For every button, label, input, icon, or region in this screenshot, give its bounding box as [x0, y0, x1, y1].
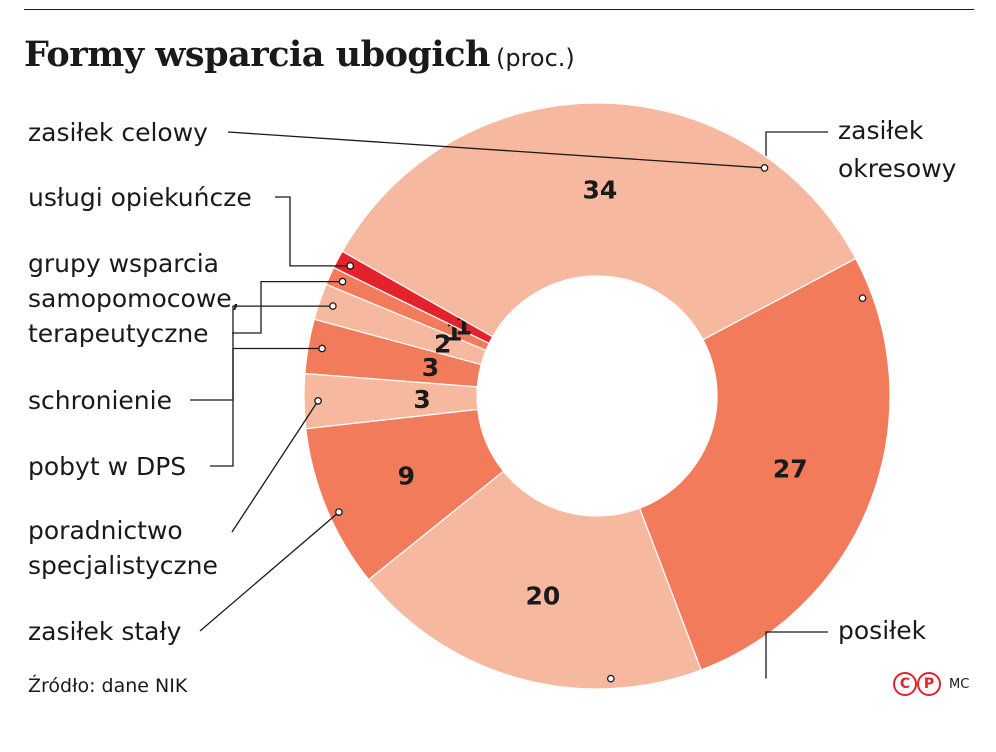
leader-line-posilek [765, 631, 828, 679]
value-label-schronienie: 2 [434, 329, 451, 358]
leader-dot-uslugi-opiekuncze [346, 262, 355, 270]
value-label-poradnictwo-specjalistyczne: 3 [413, 385, 430, 414]
leader-line-pobyt-w-dps [210, 347, 323, 467]
value-label-posilek: 20 [525, 581, 560, 610]
source-note: Źródło: dane NIK [28, 675, 188, 697]
leader-dot-zasilek-celowy [760, 164, 769, 172]
leader-line-zasilek-celowy [227, 131, 765, 169]
leader-dot-posilek [606, 674, 615, 683]
credit: C P MC [893, 672, 969, 696]
value-label-pobyt-w-dps: 3 [422, 353, 439, 382]
value-label-zasilek-staly: 9 [398, 461, 415, 490]
leader-dot-schronienie [329, 302, 337, 310]
leader-dot-zasilek-okresowy [858, 294, 867, 303]
value-label-zasilek-celowy: 34 [582, 176, 617, 205]
chart-unit: (proc.) [495, 44, 575, 72]
category-label-uslugi-opiekuncze: usługi opiekuńcze [28, 183, 252, 212]
category-label-pobyt-w-dps: pobyt w DPS [28, 452, 186, 481]
category-label-zasilek-okresowy-line-1: zasiłek [838, 116, 924, 145]
chart-title: Formy wsparcia ubogich (proc.) [24, 34, 575, 75]
leader-line-grupy-wsparcia-samopomocowe-terapeutyczne [232, 280, 343, 334]
category-label-zasilek-okresowy-line-2: okresowy [838, 154, 957, 183]
author-initials: MC [949, 676, 970, 692]
category-label-poradnictwo-specjalistyczne-line-1: poradnictwo [28, 516, 183, 545]
category-label-schronienie: schronienie [28, 386, 172, 415]
leader-line-uslugi-opiekuncze [275, 196, 351, 267]
slice-posilek [367, 470, 702, 690]
publisher-logo-p-icon: P [917, 672, 941, 696]
leader-dot-pobyt-w-dps [318, 344, 326, 353]
category-label-poradnictwo-specjalistyczne-line-2: specjalistyczne [28, 551, 218, 580]
leader-line-zasilek-staly [199, 511, 340, 632]
slice-zasilek-celowy [341, 102, 857, 341]
category-label-zasilek-staly: zasiłek stały [28, 617, 182, 646]
category-label-posilek: posiłek [838, 616, 927, 645]
category-label-grupy-wsparcia-samopomocowe-terapeutyczne-line-2: samopomocowe, [28, 284, 240, 313]
category-label-zasilek-celowy: zasiłek celowy [28, 118, 208, 147]
leader-dot-poradnictwo-specjalistyczne [314, 397, 322, 405]
leader-dot-zasilek-staly [335, 508, 343, 516]
chart-title-text: Formy wsparcia ubogich [24, 34, 490, 75]
category-label-grupy-wsparcia-samopomocowe-terapeutyczne-line-3: terapeutyczne [28, 319, 209, 348]
category-label-grupy-wsparcia-samopomocowe-terapeutyczne-line-1: grupy wsparcia [28, 249, 219, 278]
leader-line-poradnictwo-specjalistyczne [231, 400, 319, 533]
leader-dot-grupy-wsparcia-samopomocowe-terapeutyczne [338, 277, 347, 286]
top-rule [24, 9, 974, 10]
value-label-zasilek-okresowy: 27 [773, 455, 808, 484]
publisher-logo-c-icon: C [893, 672, 917, 696]
slice-zasilek-okresowy [638, 257, 891, 671]
leader-line-schronienie [190, 305, 333, 401]
